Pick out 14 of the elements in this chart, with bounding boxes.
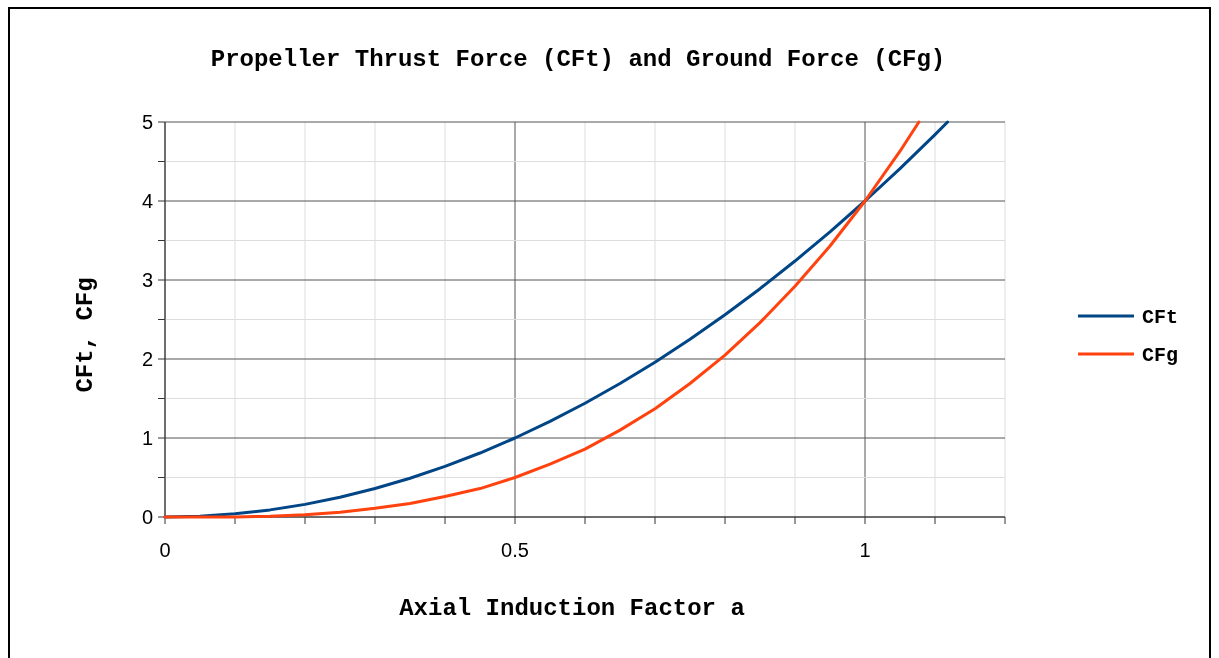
legend-label: CFg: [1142, 344, 1179, 367]
x-tick-label: 1: [859, 539, 871, 561]
y-tick-label: 1: [141, 427, 153, 449]
y-tick-label: 0: [141, 506, 153, 528]
y-tick-label: 2: [141, 348, 153, 370]
chart-title: Propeller Thrust Force (CFt) and Ground Force (CFg): [210, 46, 946, 73]
y-tick-label: 4: [141, 190, 153, 212]
y-axis-title: CFt, CFg: [72, 277, 99, 393]
x-axis-title: Axial Induction Factor a: [399, 595, 745, 622]
y-tick-label: 5: [141, 111, 153, 133]
x-tick-label: 0: [159, 539, 171, 561]
x-tick-label: 0.5: [501, 539, 529, 561]
y-tick-label: 3: [141, 269, 153, 291]
legend-label: CFt: [1142, 306, 1179, 329]
